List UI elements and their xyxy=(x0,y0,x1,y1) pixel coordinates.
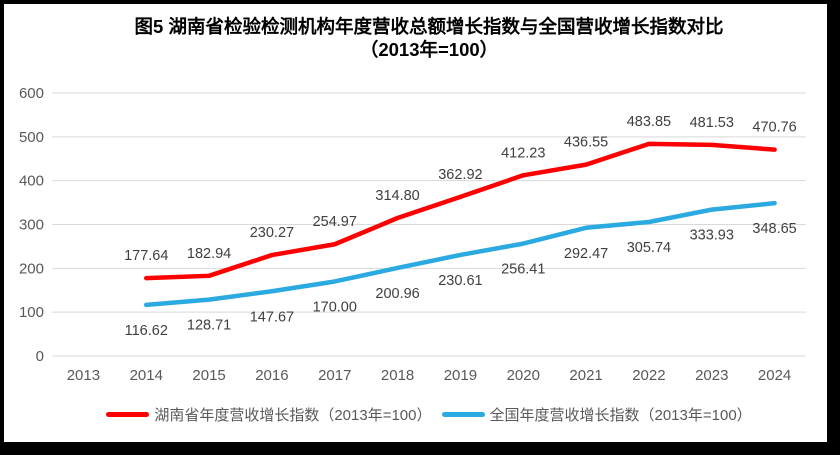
data-label: 147.67 xyxy=(250,309,294,325)
legend-swatch-blue-line xyxy=(441,412,485,417)
data-label: 412.23 xyxy=(501,145,545,161)
chart-title-line1: 图5 湖南省检验检测机构年度营收总额增长指数与全国营收增长指数对比 xyxy=(134,16,724,37)
x-tick-label: 2022 xyxy=(632,367,665,384)
data-label: 348.65 xyxy=(752,221,796,237)
x-tick-label: 2013 xyxy=(67,367,100,384)
x-tick-label: 2019 xyxy=(444,367,477,384)
legend-label-national: 全国年度营收增长指数（2013年=100） xyxy=(489,407,752,424)
y-tick-label: 300 xyxy=(19,217,44,234)
legend-swatch-red-line xyxy=(106,412,150,417)
data-label: 314.80 xyxy=(375,188,419,204)
data-label: 182.94 xyxy=(187,246,231,262)
data-label: 230.61 xyxy=(438,273,482,289)
data-label: 254.97 xyxy=(313,214,357,230)
data-label: 230.27 xyxy=(250,225,294,241)
x-tick-label: 2016 xyxy=(255,367,288,384)
y-tick-label: 600 xyxy=(19,85,44,102)
x-tick-label: 2020 xyxy=(507,367,540,384)
data-label: 128.71 xyxy=(187,318,231,334)
y-tick-label: 100 xyxy=(19,304,44,321)
chart-title-line2: （2013年=100） xyxy=(359,39,499,60)
y-tick-label: 200 xyxy=(19,260,44,277)
data-label: 481.53 xyxy=(690,115,734,131)
data-label: 305.74 xyxy=(627,240,671,256)
data-label: 200.96 xyxy=(375,286,419,302)
legend-item-national: 全国年度营收增长指数（2013年=100） xyxy=(441,404,752,425)
data-label: 333.93 xyxy=(690,228,734,244)
data-label: 436.55 xyxy=(564,135,608,151)
data-label: 483.85 xyxy=(627,114,671,130)
data-label: 470.76 xyxy=(752,120,796,136)
chart-title: 图5 湖南省检验检测机构年度营收总额增长指数与全国营收增长指数对比 （2013年… xyxy=(52,15,806,61)
series-line-1 xyxy=(144,200,777,308)
legend-label-hunan: 湖南省年度营收增长指数（2013年=100） xyxy=(154,407,432,424)
data-label: 170.00 xyxy=(313,299,357,315)
x-tick-label: 2014 xyxy=(130,367,163,384)
x-tick-label: 2017 xyxy=(318,367,351,384)
x-tick-label: 2015 xyxy=(192,367,225,384)
data-label: 362.92 xyxy=(438,167,482,183)
legend-item-hunan: 湖南省年度营收增长指数（2013年=100） xyxy=(106,404,432,425)
chart-canvas xyxy=(4,4,827,442)
y-tick-label: 500 xyxy=(19,129,44,146)
series-line-0 xyxy=(144,141,777,281)
x-tick-label: 2018 xyxy=(381,367,414,384)
data-label: 256.41 xyxy=(501,262,545,278)
legend: 湖南省年度营收增长指数（2013年=100） 全国年度营收增长指数（2013年=… xyxy=(52,404,806,425)
data-label: 177.64 xyxy=(124,248,168,264)
y-tick-label: 0 xyxy=(36,348,44,365)
y-tick-label: 400 xyxy=(19,173,44,190)
data-label: 116.62 xyxy=(125,323,168,339)
x-tick-label: 2021 xyxy=(569,367,602,384)
x-tick-label: 2024 xyxy=(758,367,791,384)
x-tick-label: 2023 xyxy=(695,367,728,384)
data-label: 292.47 xyxy=(564,246,608,262)
